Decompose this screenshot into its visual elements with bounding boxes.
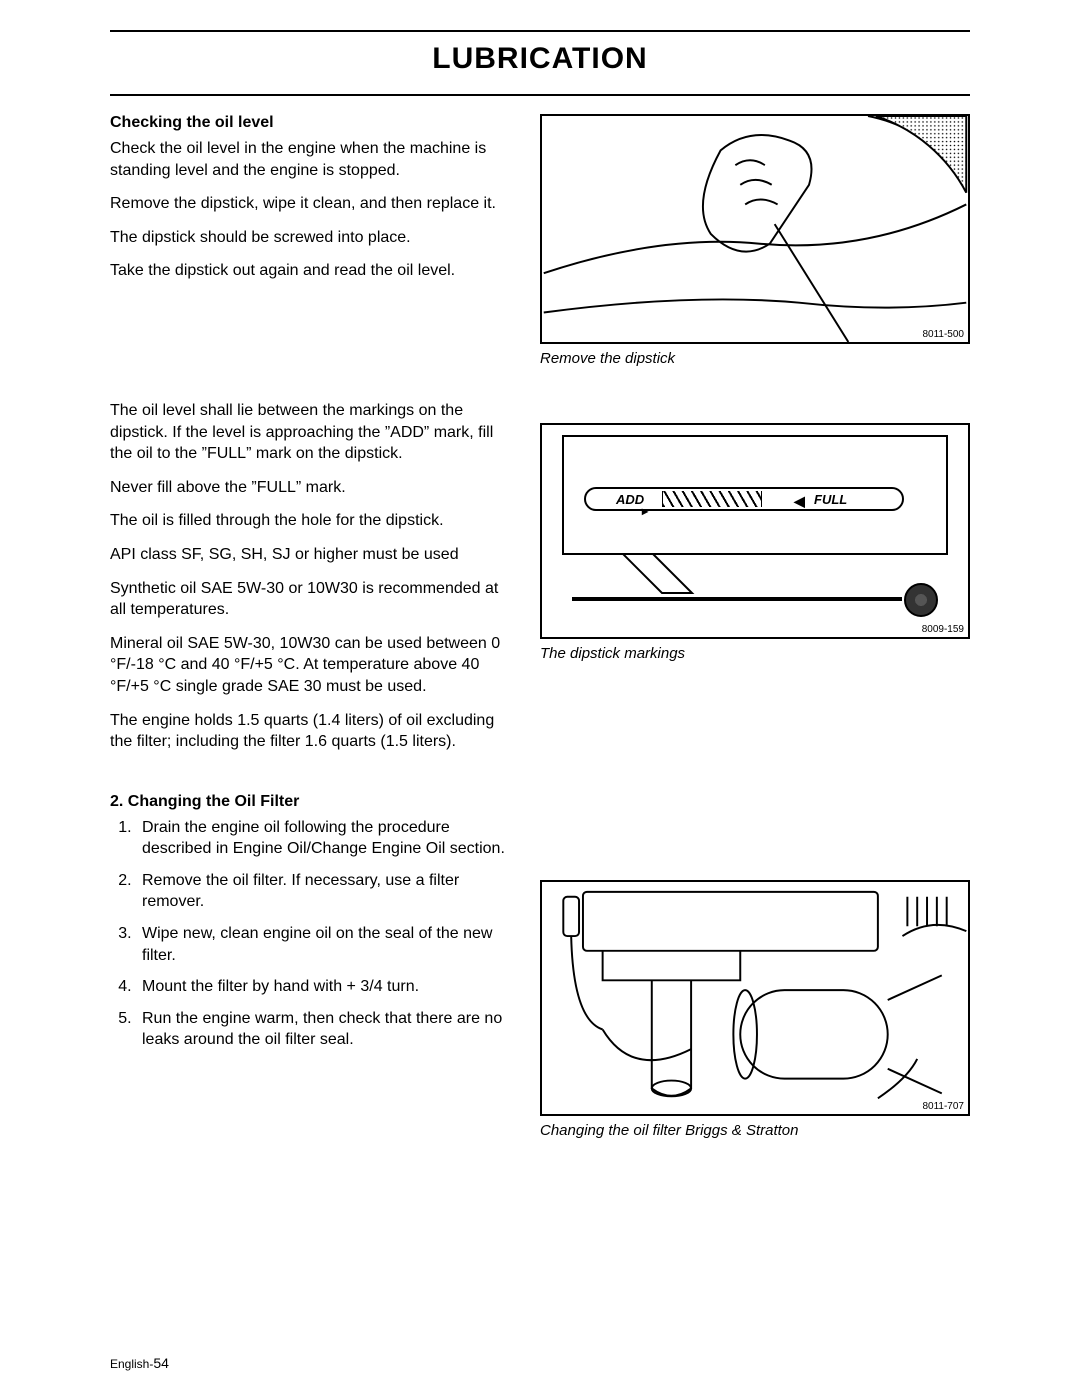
dipstick-drawing-icon <box>572 593 938 605</box>
paragraph: The dipstick should be screwed into plac… <box>110 227 510 249</box>
hatch-zone-icon <box>662 491 762 507</box>
page-header: LUBRICATION <box>110 30 970 96</box>
arrow-right-icon: ▸ <box>642 504 648 518</box>
paragraph: The engine holds 1.5 quarts (1.4 liters)… <box>110 710 510 753</box>
right-column: 8011-500 Remove the dipstick ADD ▸ ◀ FUL… <box>540 114 970 1139</box>
dipstick-hand-icon <box>542 116 968 342</box>
add-label: ADD <box>616 492 644 507</box>
figure-remove-dipstick: 8011-500 <box>540 114 970 344</box>
figure-caption: Changing the oil filter Briggs & Stratto… <box>540 1122 970 1139</box>
paragraph: Never fill above the ”FULL” mark. <box>110 477 510 499</box>
list-item: Run the engine warm, then check that the… <box>136 1008 510 1051</box>
page-footer: English-54 <box>110 1355 169 1371</box>
list-item: Remove the oil filter. If necessary, use… <box>136 870 510 913</box>
oil-filter-engine-icon <box>542 882 968 1114</box>
paragraph: Remove the dipstick, wipe it clean, and … <box>110 193 510 215</box>
list-item: Mount the filter by hand with + 3/4 turn… <box>136 976 510 998</box>
page-title: LUBRICATION <box>110 42 970 76</box>
paragraph: Take the dipstick out again and read the… <box>110 260 510 282</box>
oil-filter-steps: Drain the engine oil following the proce… <box>110 817 510 1051</box>
paragraph: API class SF, SG, SH, SJ or higher must … <box>110 544 510 566</box>
footer-language: English- <box>110 1357 153 1371</box>
paragraph: Check the oil level in the engine when t… <box>110 138 510 181</box>
paragraph: The oil is filled through the hole for t… <box>110 510 510 532</box>
spacer <box>110 294 510 400</box>
list-item: Drain the engine oil following the proce… <box>136 817 510 860</box>
callout-pointer-icon <box>622 553 712 597</box>
spacer <box>540 662 970 880</box>
figure-number: 8011-707 <box>922 1101 964 1112</box>
figure-caption: The dipstick markings <box>540 645 970 662</box>
paragraph: Synthetic oil SAE 5W-30 or 10W30 is reco… <box>110 578 510 621</box>
figure-oil-filter: 8011-707 <box>540 880 970 1116</box>
paragraph: The oil level shall lie between the mark… <box>110 400 510 465</box>
section-heading-check-oil: Checking the oil level <box>110 114 510 132</box>
arrow-left-icon: ◀ <box>794 493 805 510</box>
footer-page-number: 54 <box>153 1355 169 1371</box>
section-heading-oil-filter: 2. Changing the Oil Filter <box>110 793 510 811</box>
figure-dipstick-markings: ADD ▸ ◀ FULL 8009-1 <box>540 423 970 639</box>
spacer <box>540 367 970 423</box>
figure-number: 8009-159 <box>922 624 964 635</box>
full-label: FULL <box>814 492 847 507</box>
figure-number: 8011-500 <box>922 329 964 340</box>
left-column: Checking the oil level Check the oil lev… <box>110 114 510 1139</box>
figure-caption: Remove the dipstick <box>540 350 970 367</box>
paragraph: Mineral oil SAE 5W-30, 10W30 can be used… <box>110 633 510 698</box>
content-columns: Checking the oil level Check the oil lev… <box>110 114 970 1139</box>
spacer <box>110 765 510 793</box>
list-item: Wipe new, clean engine oil on the seal o… <box>136 923 510 966</box>
page: LUBRICATION Checking the oil level Check… <box>0 0 1080 1397</box>
